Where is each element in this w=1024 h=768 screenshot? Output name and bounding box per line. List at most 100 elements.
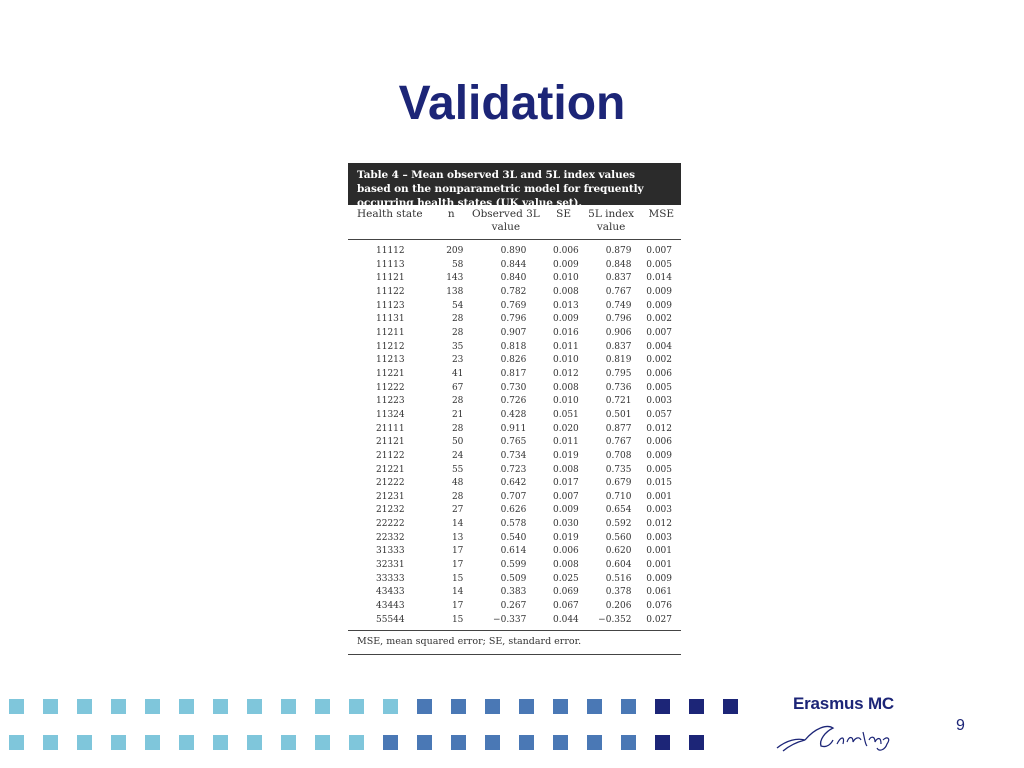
cell-health-state: 33333 [376,573,405,584]
cell-health-state: 11213 [376,355,405,366]
header-observed-3l: Observed 3L value [465,205,547,240]
table-caption: Table 4 – Mean observed 3L and 5L index … [348,163,681,209]
cell-observed-3l: 0.818 [500,341,527,352]
cell-mse: 0.006 [646,368,672,379]
footer-square [349,735,364,750]
footer-square [43,735,58,750]
footer-square [281,735,296,750]
footer-square [383,735,398,750]
cell-se: 0.008 [553,464,579,475]
cell-5l-index: 0.206 [605,601,632,612]
table-row: 31333 17 0.614 0.006 0.620 0.001 [348,545,681,559]
cell-5l-index: 0.516 [605,573,632,584]
footer-square [655,699,670,714]
table-row: 11123 54 0.769 0.013 0.749 0.009 [348,300,681,314]
cell-health-state: 21111 [376,423,405,434]
footer-square [111,699,126,714]
cell-mse: 0.009 [646,300,672,311]
cell-5l-index: 0.560 [605,532,632,543]
cell-mse: 0.005 [646,259,672,270]
table-row: 11121 143 0.840 0.010 0.837 0.014 [348,272,681,286]
cell-mse: 0.012 [646,519,672,530]
cell-n: 17 [451,560,464,571]
cell-observed-3l: 0.383 [500,587,527,598]
cell-n: 14 [451,587,464,598]
cell-n: 17 [451,546,464,557]
cell-observed-3l: 0.911 [500,423,527,434]
cell-health-state: 21122 [376,450,405,461]
cell-health-state: 11123 [376,300,405,311]
cell-n: 67 [451,382,464,393]
cell-health-state: 21222 [376,478,405,489]
cell-observed-3l: 0.907 [500,327,527,338]
footer-square [315,699,330,714]
cell-observed-3l: 0.826 [500,355,527,366]
cell-health-state: 21231 [376,491,405,502]
cell-5l-index: 0.654 [605,505,632,516]
cell-observed-3l: 0.796 [500,314,527,325]
cell-health-state: 11112 [376,246,405,256]
cell-se: 0.016 [553,327,579,338]
cell-se: 0.011 [553,341,579,352]
cell-n: 209 [446,246,464,256]
cell-se: 0.010 [553,396,579,407]
cell-health-state: 11212 [376,341,405,352]
cell-n: 54 [451,300,464,311]
cell-n: 28 [451,314,464,325]
cell-n: 35 [451,341,464,352]
cell-mse: 0.006 [646,437,672,448]
cell-mse: 0.001 [646,491,672,502]
cell-health-state: 11324 [376,409,405,420]
table-row: 11223 28 0.726 0.010 0.721 0.003 [348,395,681,409]
erasmus-signature-icon [776,725,890,752]
cell-5l-index: 0.906 [605,327,632,338]
cell-5l-index: 0.708 [605,450,632,461]
table-row: 43433 14 0.383 0.069 0.378 0.061 [348,586,681,600]
footer-square [655,735,670,750]
cell-mse: 0.004 [646,341,672,352]
cell-health-state: 11131 [376,314,405,325]
cell-observed-3l: 0.782 [500,286,527,297]
cell-observed-3l: 0.723 [500,464,527,475]
footer-square [553,735,568,750]
cell-health-state: 11223 [376,396,405,407]
header-health-state: Health state [348,205,438,240]
cell-mse: 0.007 [646,327,672,338]
table-footnote: MSE, mean squared error; SE, standard er… [348,630,681,654]
cell-n: 24 [451,450,464,461]
cell-se: 0.020 [553,423,579,434]
footer-square [179,735,194,750]
cell-5l-index: 0.721 [605,396,632,407]
cell-5l-index: 0.848 [605,259,632,270]
cell-5l-index: 0.592 [605,519,632,530]
header-mse: MSE [641,205,681,240]
cell-se: 0.012 [553,368,579,379]
cell-health-state: 43433 [376,587,405,598]
cell-health-state: 22332 [376,532,405,543]
cell-observed-3l: 0.642 [500,478,527,489]
cell-5l-index: 0.736 [605,382,632,393]
footer-square [723,699,738,714]
cell-mse: 0.001 [646,560,672,571]
table-row: 11324 21 0.428 0.051 0.501 0.057 [348,409,681,423]
table-row: 11222 67 0.730 0.008 0.736 0.005 [348,382,681,396]
cell-n: 15 [451,614,464,625]
cell-mse: 0.027 [646,614,672,625]
cell-observed-3l: 0.844 [500,259,527,270]
cell-se: 0.017 [553,478,579,489]
cell-health-state: 11222 [376,382,405,393]
cell-se: 0.019 [553,532,579,543]
cell-n: 143 [446,273,464,284]
cell-se: 0.008 [553,286,579,297]
header-se: SE [546,205,581,240]
cell-5l-index: 0.767 [605,286,632,297]
cell-observed-3l: 0.707 [500,491,527,502]
cell-health-state: 11113 [376,259,405,270]
cell-health-state: 31333 [376,546,405,557]
cell-5l-index: 0.378 [605,587,632,598]
cell-5l-index: 0.749 [605,300,632,311]
footer-square [247,699,262,714]
cell-n: 17 [451,601,464,612]
cell-mse: 0.014 [646,273,672,284]
footer-square [417,735,432,750]
